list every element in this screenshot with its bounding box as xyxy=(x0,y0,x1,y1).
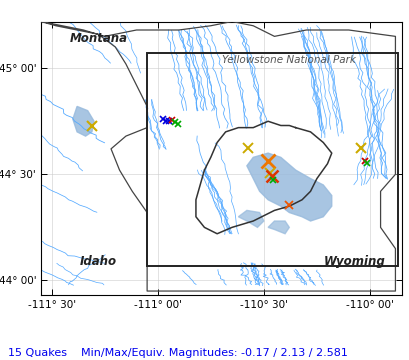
Bar xyxy=(147,53,397,266)
Text: 15 Quakes    Min/Max/Equiv. Magnitudes: -0.17 / 2.13 / 2.581: 15 Quakes Min/Max/Equiv. Magnitudes: -0.… xyxy=(8,348,347,358)
Text: Yellowstone National Park: Yellowstone National Park xyxy=(222,55,355,65)
Text: Idaho: Idaho xyxy=(79,255,117,268)
Text: Montana: Montana xyxy=(69,32,127,45)
Polygon shape xyxy=(73,107,94,136)
Polygon shape xyxy=(267,221,289,234)
Polygon shape xyxy=(238,210,263,228)
Text: Wyoming: Wyoming xyxy=(324,255,385,268)
Polygon shape xyxy=(246,153,331,221)
